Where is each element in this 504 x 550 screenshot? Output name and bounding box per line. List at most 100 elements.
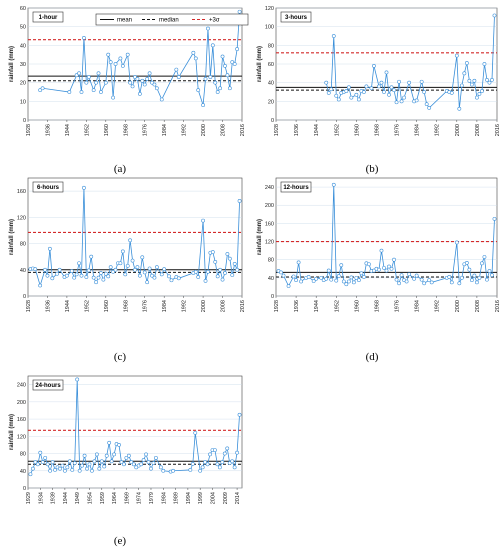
data-point: [109, 459, 114, 464]
data-point: [220, 460, 225, 465]
data-point: [57, 267, 62, 272]
data-point: [213, 260, 218, 264]
panel-title: 24-hours: [32, 379, 64, 391]
data-point: [137, 91, 142, 96]
data-point: [223, 63, 227, 68]
data-point: [279, 270, 283, 275]
data-point: [291, 274, 296, 279]
y-axis-label: rainfall (mm): [9, 219, 15, 255]
data-point: [147, 266, 152, 271]
y-tick-label: 20: [268, 99, 274, 105]
x-tick-label: 1960: [104, 300, 110, 312]
data-point: [154, 86, 159, 91]
data-point: [472, 78, 477, 83]
data-point: [464, 61, 469, 65]
data-point: [82, 35, 86, 40]
x-tick-label: 1994: [186, 492, 192, 504]
panel-label: (e): [114, 535, 127, 547]
data-point: [356, 97, 361, 102]
data-point: [108, 60, 113, 65]
panel-title-text: 6-hours: [37, 185, 60, 191]
data-point: [90, 468, 94, 473]
data-point: [329, 87, 334, 92]
data-point: [329, 277, 334, 282]
data-point: [346, 85, 351, 90]
panel-title: 6-hours: [32, 181, 64, 193]
data-point: [135, 77, 140, 81]
data-point: [145, 77, 150, 81]
data-point: [38, 450, 43, 455]
data-point: [40, 86, 45, 91]
data-point: [429, 280, 434, 285]
x-tick-label: 1974: [137, 492, 143, 504]
y-axis-label: rainfall (mm): [257, 219, 263, 255]
data-point: [45, 462, 50, 467]
data-point: [151, 461, 156, 465]
x-tick-label: 1964: [112, 492, 118, 504]
data-point: [311, 279, 316, 283]
data-point: [200, 465, 205, 470]
data-point: [99, 459, 104, 464]
x-tick-label: 1944: [63, 492, 69, 504]
data-point: [130, 84, 135, 89]
data-point: [124, 455, 129, 460]
data-point: [480, 261, 484, 266]
data-point: [74, 272, 79, 277]
data-point: [99, 90, 103, 94]
x-tick-label: 1968: [123, 300, 129, 312]
y-tick-label: 120: [17, 434, 26, 440]
data-point: [142, 82, 147, 87]
data-point: [230, 60, 235, 65]
data-point: [188, 468, 193, 472]
data-point: [53, 468, 57, 472]
x-tick-label: 1928: [274, 300, 280, 312]
x-tick-label: 1954: [87, 492, 93, 504]
x-tick-label: 1960: [354, 300, 360, 312]
data-point: [294, 278, 298, 283]
data-point: [356, 278, 361, 283]
data-point: [220, 277, 225, 282]
data-point: [326, 91, 331, 95]
data-point: [225, 73, 230, 78]
data-point: [167, 274, 171, 279]
data-point: [464, 260, 469, 265]
data-point: [227, 256, 232, 261]
data-point: [454, 53, 459, 58]
legend-sigma-label: +3σ: [209, 18, 220, 24]
y-tick-label: 80: [20, 242, 26, 248]
data-point: [193, 56, 198, 61]
data-point: [205, 462, 210, 467]
data-point: [86, 75, 91, 79]
data-point: [389, 266, 394, 271]
data-point: [387, 92, 391, 97]
data-point: [171, 468, 176, 473]
data-point: [339, 263, 344, 268]
y-tick-label: 0: [271, 294, 274, 300]
data-point: [459, 83, 464, 88]
data-point: [382, 90, 386, 94]
data-point: [33, 267, 38, 272]
data-point: [490, 77, 494, 82]
data-point: [38, 283, 43, 288]
data-point: [222, 451, 227, 456]
x-tick-label: 1984: [415, 124, 421, 136]
panel-title-text: 12-hours: [283, 185, 309, 191]
data-point: [235, 267, 240, 272]
data-point: [412, 276, 417, 281]
y-tick-label: 120: [265, 240, 274, 246]
data-point: [120, 63, 125, 68]
data-point: [94, 452, 99, 457]
data-point: [319, 275, 324, 280]
data-point: [377, 84, 381, 89]
data-point: [449, 280, 454, 285]
x-tick-label: 1976: [143, 300, 149, 312]
data-point: [379, 248, 384, 253]
data-point: [158, 465, 163, 470]
x-tick-label: 2008: [221, 300, 227, 312]
x-tick-label: 1969: [124, 492, 130, 504]
data-point: [201, 218, 205, 223]
data-point: [349, 275, 354, 280]
data-point: [70, 468, 75, 472]
data-point: [150, 80, 154, 85]
data-point: [225, 252, 230, 256]
